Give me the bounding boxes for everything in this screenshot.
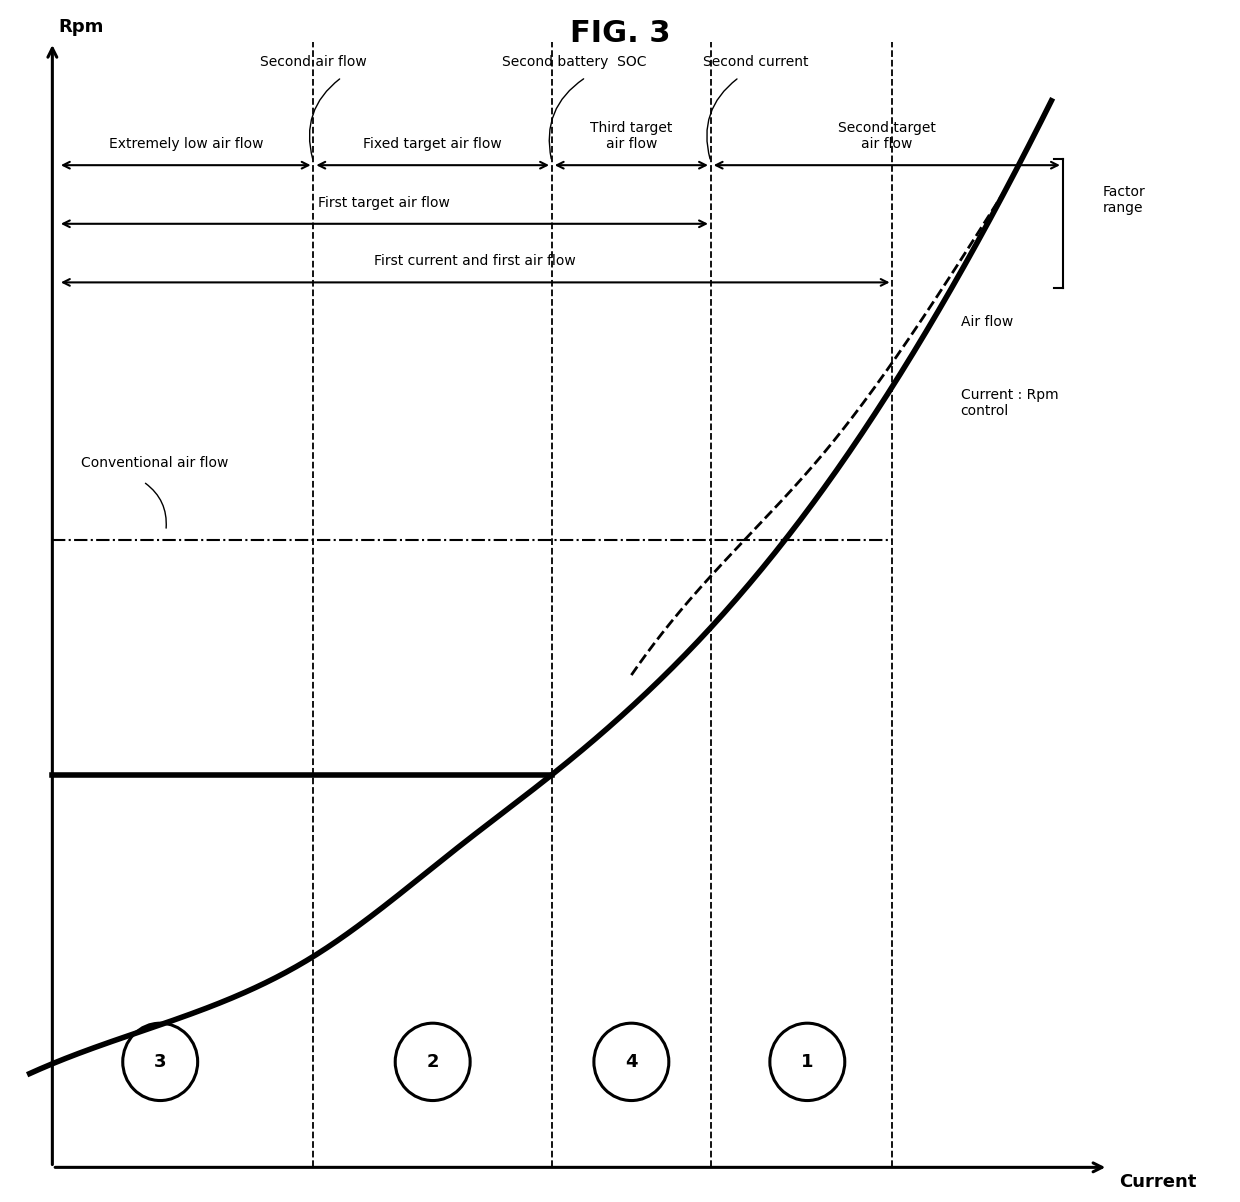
Text: Second air flow: Second air flow (260, 55, 367, 69)
Text: Second battery  SOC: Second battery SOC (502, 55, 647, 69)
Text: 4: 4 (625, 1053, 637, 1071)
Text: First target air flow: First target air flow (319, 196, 450, 209)
Text: Third target
air flow: Third target air flow (590, 121, 672, 151)
Text: Extremely low air flow: Extremely low air flow (109, 137, 263, 151)
Text: 2: 2 (427, 1053, 439, 1071)
Text: First current and first air flow: First current and first air flow (374, 255, 577, 268)
Text: Conventional air flow: Conventional air flow (81, 456, 228, 470)
Text: FIG. 3: FIG. 3 (569, 19, 671, 48)
Text: Factor
range: Factor range (1102, 185, 1146, 215)
Text: Fixed target air flow: Fixed target air flow (363, 137, 502, 151)
Text: Current: Current (1120, 1173, 1197, 1191)
Text: 1: 1 (801, 1053, 813, 1071)
Text: Second current: Second current (703, 55, 808, 69)
Text: Second target
air flow: Second target air flow (838, 121, 936, 151)
Text: 3: 3 (154, 1053, 166, 1071)
Text: Air flow: Air flow (961, 315, 1013, 329)
Text: Rpm: Rpm (58, 18, 103, 36)
Text: Current : Rpm
control: Current : Rpm control (961, 388, 1058, 418)
